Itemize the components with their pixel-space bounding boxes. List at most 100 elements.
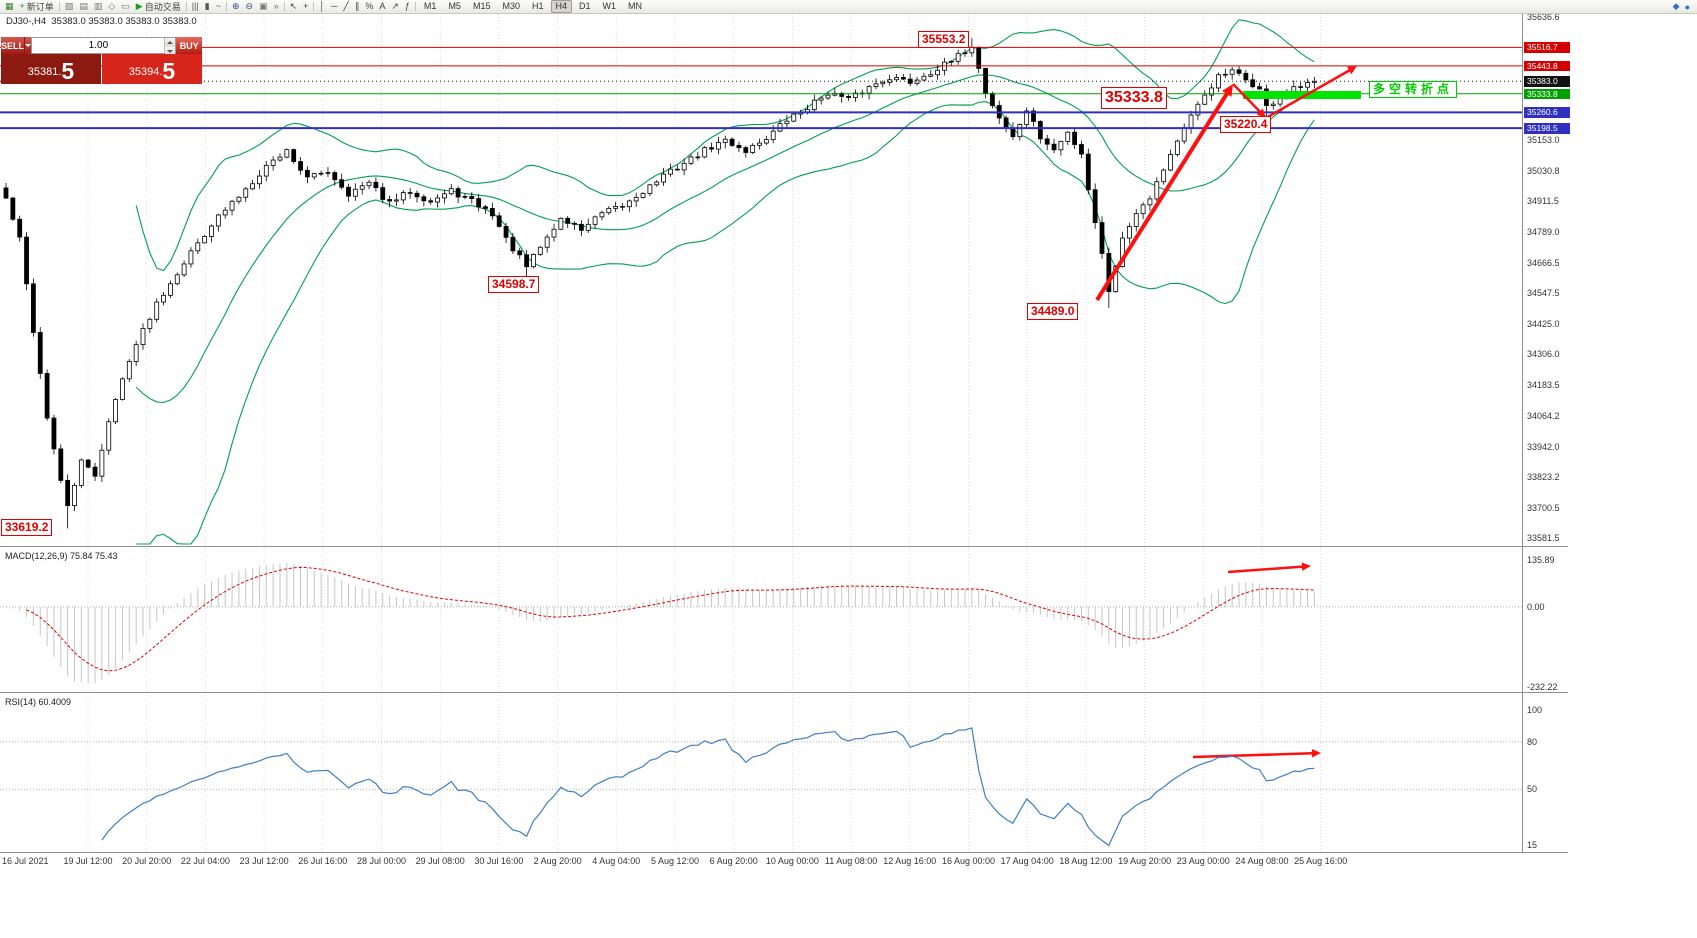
market-watch-icon: ▤ — [79, 1, 88, 11]
arrow-tool-icon: ↗ — [391, 1, 399, 11]
sep-3 — [225, 2, 227, 11]
annotation-low-34489[interactable]: 34489.0 — [1027, 303, 1079, 320]
crosshair-icon[interactable]: + — [300, 0, 311, 13]
macd-histogram — [12, 562, 1315, 683]
navigator-icon: ◇ — [108, 1, 116, 11]
timeframe-m30[interactable]: M30 — [502, 1, 520, 11]
sep-5 — [313, 2, 315, 11]
crosshair-icon: + — [303, 1, 309, 11]
indicators-icon[interactable]: ƒ — [402, 0, 413, 13]
buy-button[interactable]: BUY — [176, 37, 202, 54]
candles-layer — [3, 38, 1317, 529]
data-window-icon: ▥ — [93, 1, 103, 11]
autotrading-button-label: 自动交易 — [144, 2, 181, 12]
timeframe-m15[interactable]: M15 — [472, 1, 491, 11]
timeframe-h4[interactable]: H4 — [550, 0, 573, 13]
bar-chart-icon[interactable]: ||| — [189, 0, 202, 13]
timeframe-d1[interactable]: D1 — [579, 1, 591, 11]
one-click-trading-panel: SELL BUY 35381. 5 35394. 5 — [1, 37, 202, 84]
text-icon[interactable]: A — [376, 0, 388, 13]
zoom-out-icon[interactable]: ⊖ — [243, 0, 257, 13]
indicators-icon: ƒ — [404, 1, 410, 11]
data-window-icon[interactable]: ▥ — [91, 0, 106, 13]
sell-button[interactable]: SELL — [1, 37, 25, 54]
horizontal-line-icon[interactable]: ─ — [328, 0, 340, 13]
annotation-high-35553[interactable]: 35553.2 — [918, 31, 970, 48]
volume-input[interactable] — [32, 38, 165, 53]
arrow-tool-icon[interactable]: ↗ — [388, 0, 402, 13]
channel-icon[interactable]: ∥ — [352, 0, 363, 13]
vertical-line-icon[interactable]: │ — [316, 0, 328, 13]
tile-windows-icon: ▣ — [259, 1, 268, 11]
new-order-icon: + — [19, 1, 25, 11]
grid — [0, 14, 1568, 853]
volume-stepper — [164, 38, 176, 56]
sep-4 — [283, 2, 285, 11]
annotation-turning-point[interactable]: 多空转折点 — [1369, 81, 1458, 98]
volume-box — [31, 37, 177, 56]
support-zone[interactable] — [1243, 91, 1361, 99]
zoom-out-icon: ⊖ — [245, 1, 254, 11]
autotrading-button[interactable]: ▶ 自动交易 — [133, 0, 184, 13]
notifications-icon[interactable]: ◆ — [1672, 1, 1680, 11]
sell-dropdown-button[interactable] — [24, 37, 32, 54]
sep-1 — [58, 2, 60, 11]
timeframe-h1[interactable]: H1 — [531, 1, 544, 11]
new-order-button-label: 新订单 — [26, 2, 54, 12]
line-chart-icon: ~ — [215, 1, 221, 11]
sell-price-big-digit: 5 — [61, 58, 75, 85]
candlestick-chart-icon: ▮ — [204, 1, 210, 11]
chart-window-icon[interactable]: ▦ — [2, 0, 17, 13]
buy-price-main: 35394. — [128, 66, 163, 78]
timeframe-w1[interactable]: W1 — [602, 1, 617, 11]
zoom-in-icon[interactable]: ⊕ — [229, 0, 243, 13]
profiles-icon[interactable]: ▧ — [62, 0, 77, 13]
sell-price-main: 35381. — [27, 66, 62, 78]
buy-price[interactable]: 35394. 5 — [102, 54, 202, 84]
chart-symbol-info: DJ30-,H4 35383.0 35383.0 35383.0 35383.0 — [6, 16, 197, 27]
toolbar-right-icons: ◆ ● — [1673, 1, 1695, 12]
candlestick-chart-icon[interactable]: ▮ — [202, 0, 213, 13]
rsi-line — [101, 727, 1315, 847]
annotation-key-level-35333[interactable]: 35333.8 — [1101, 87, 1167, 109]
timeframe-m1[interactable]: M1 — [423, 1, 437, 11]
line-chart-icon[interactable]: ~ — [213, 0, 224, 13]
rsi-indicator-label: RSI(14) 60.4009 — [5, 697, 72, 707]
toolbar: ▦ + 新订单 ▧ ▤ ▥ ◇ ▭ ▶ 自动交易 ||| ▮ ~ ⊕ ⊖ ▣» ↖ + │ ─ ╱ ∥% A ↗ ƒ M1 M5 M1… — [0, 0, 1697, 14]
sep-2 — [185, 2, 187, 11]
trend-arrows[interactable] — [1095, 66, 1357, 759]
annotation-low-34598[interactable]: 34598.7 — [488, 276, 540, 293]
volume-increase-button[interactable] — [165, 38, 176, 47]
tile-windows-icon[interactable]: ▣ — [256, 0, 271, 13]
trendline-icon[interactable]: ╱ — [340, 0, 351, 13]
zoom-in-icon: ⊕ — [231, 1, 240, 11]
sell-price[interactable]: 35381. 5 — [1, 54, 101, 84]
annotation-low-33619[interactable]: 33619.2 — [1, 519, 53, 536]
horizontal-line-icon: ─ — [331, 1, 338, 11]
terminal-icon: ▭ — [121, 1, 130, 11]
auto-scroll-icon[interactable]: » — [271, 0, 282, 13]
auto-scroll-icon: » — [273, 1, 279, 11]
macd-indicator-label: MACD(12,26,9) 75.84 75.43 — [5, 551, 118, 561]
vertical-line-icon: │ — [319, 1, 326, 11]
volume-decrease-button[interactable] — [165, 47, 176, 56]
timeframe-mn[interactable]: MN — [628, 1, 643, 11]
market-watch-icon[interactable]: ▤ — [76, 0, 91, 13]
navigator-icon[interactable]: ◇ — [105, 0, 118, 13]
cursor-icon[interactable]: ↖ — [287, 0, 301, 13]
terminal-icon[interactable]: ▭ — [118, 0, 133, 13]
fibonacci-icon[interactable]: % — [362, 0, 376, 13]
sep-6 — [414, 2, 416, 11]
account-icon[interactable]: ● — [1684, 1, 1690, 12]
text-icon: A — [379, 1, 386, 11]
trendline-icon: ╱ — [343, 1, 349, 11]
new-order-button[interactable]: + 新订单 — [17, 0, 57, 13]
annotation-pullback-35220[interactable]: 35220.4 — [1220, 116, 1272, 133]
cursor-icon: ↖ — [289, 1, 298, 11]
timeframe-m5[interactable]: M5 — [448, 1, 461, 11]
buy-price-big-digit: 5 — [162, 58, 176, 85]
timeframe-group: M1 M5 M15 M30 H1 H4 D1 W1 MN — [418, 0, 648, 13]
macd-signal-line — [26, 566, 1315, 672]
chart-window-icon: ▦ — [5, 1, 14, 11]
